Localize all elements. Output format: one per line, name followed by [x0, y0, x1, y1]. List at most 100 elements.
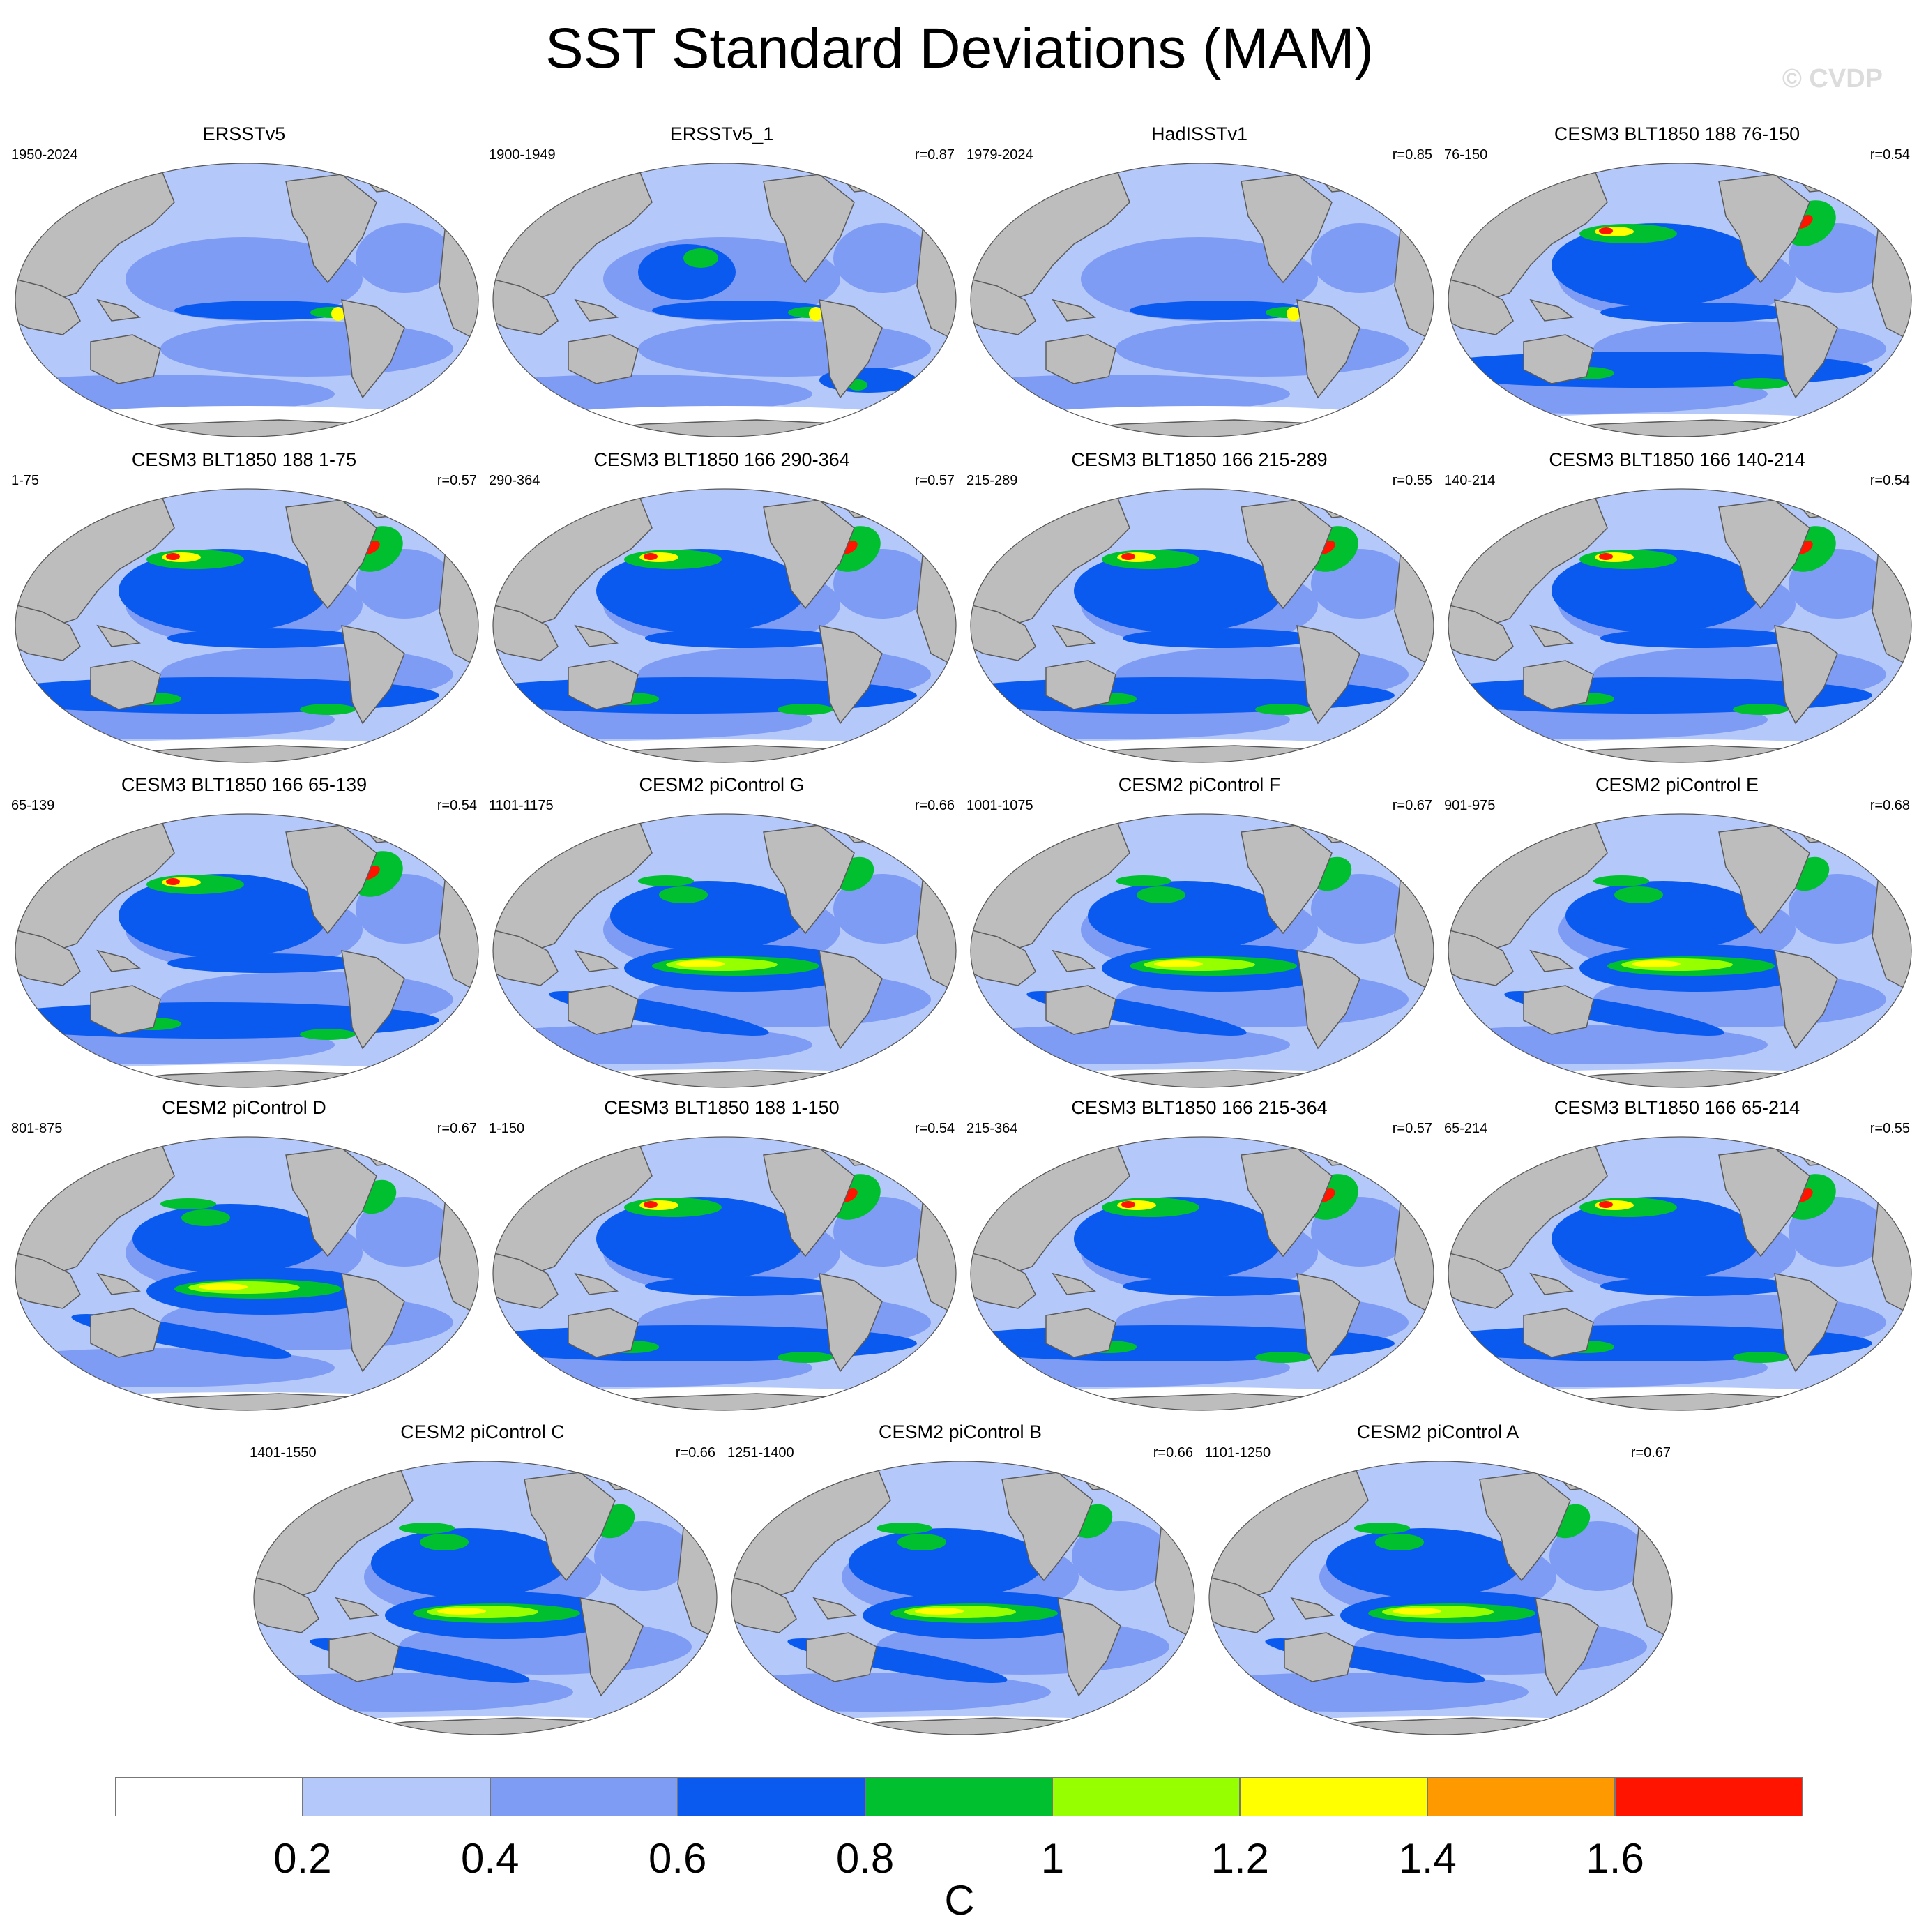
maritime-continent-land — [1052, 299, 1096, 322]
map-panel: HadISSTv1 1979-2024 r=0.85 — [962, 123, 1436, 444]
south-america-land — [341, 625, 405, 725]
sst-map — [15, 488, 479, 763]
australia-land — [1045, 334, 1116, 384]
north-pacific-strong — [596, 549, 805, 633]
sst-map — [492, 163, 957, 437]
peru-coast-peak — [809, 307, 823, 321]
panel-correlation: r=0.66 — [675, 1445, 715, 1461]
colorbar-swatch — [865, 1777, 1053, 1816]
maritime-continent-land — [1052, 949, 1096, 972]
equatorial-pacific-peak — [437, 1608, 486, 1615]
north-america-land — [285, 499, 377, 610]
southern-ocean-peak-b — [1255, 1352, 1311, 1363]
map-panel: CESM3 BLT1850 166 65-139 65-139 r=0.54 — [7, 773, 481, 1094]
australia-land — [1045, 985, 1116, 1035]
south-america-land — [579, 1597, 644, 1697]
equatorial-pacific-tongue — [167, 953, 363, 973]
kuroshio-max — [1599, 227, 1613, 234]
southern-ocean-peak-b — [778, 704, 833, 715]
colorbar-swatch — [490, 1777, 678, 1816]
panel-correlation: r=0.68 — [1869, 798, 1910, 813]
colorbar-tick-label: 1.4 — [1398, 1835, 1457, 1882]
equatorial-pacific-tongue — [1123, 628, 1318, 648]
panel-period: 1-75 — [11, 473, 40, 488]
map-panel: CESM2 piControl C 1401-1550 r=0.66 — [245, 1421, 720, 1742]
kuroshio-max — [166, 553, 180, 560]
sst-map — [970, 813, 1434, 1088]
north-america-land — [763, 1147, 855, 1258]
panel-period: 65-139 — [11, 798, 55, 813]
kuroshio-band — [1593, 875, 1649, 886]
north-pacific-band — [126, 237, 363, 321]
map-panel: ERSSTv5_1 1900-1949 r=0.87 — [485, 123, 959, 444]
panel-correlation: r=0.54 — [437, 798, 477, 813]
panel-period: 1950-2024 — [11, 147, 78, 163]
north-america-land — [763, 174, 855, 284]
panel-period: 901-975 — [1444, 798, 1496, 813]
north-pacific-strong — [1074, 1197, 1283, 1281]
panel-title: CESM2 piControl A — [1356, 1421, 1519, 1442]
equatorial-pacific-peak — [1154, 960, 1203, 967]
north-pacific-peak — [1375, 1534, 1424, 1550]
north-pacific-peak — [420, 1534, 469, 1550]
panel-title: CESM3 BLT1850 188 76-150 — [1554, 123, 1800, 144]
north-pacific-peak — [683, 248, 718, 268]
panel-title: CESM3 BLT1850 188 1-150 — [604, 1097, 840, 1118]
panel-period: 290-364 — [489, 473, 540, 488]
panel-period: 1101-1175 — [489, 798, 554, 813]
equatorial-pacific-peak — [676, 960, 725, 967]
colorbar-swatch — [302, 1777, 490, 1816]
panel-correlation: r=0.55 — [1869, 1121, 1910, 1136]
map-panel: CESM2 piControl A 1101-1250 r=0.67 — [1201, 1421, 1675, 1742]
colorbar-swatch — [1240, 1777, 1428, 1816]
north-pacific-peak — [181, 1209, 230, 1226]
panel-correlation: r=0.67 — [1630, 1445, 1671, 1461]
panel-correlation: r=0.57 — [1392, 1121, 1432, 1136]
southern-ocean-peak-b — [1733, 704, 1789, 715]
colorbar-units: C — [944, 1877, 975, 1924]
panel-period: 801-875 — [11, 1121, 63, 1136]
panel-period: 1101-1250 — [1205, 1445, 1271, 1461]
north-america-land — [1718, 824, 1810, 935]
kuroshio-max — [1599, 553, 1613, 560]
kuroshio-max — [166, 878, 180, 885]
kuroshio-band — [638, 875, 694, 886]
south-america-land — [819, 625, 883, 725]
equatorial-pacific-tongue — [1600, 303, 1796, 322]
north-pacific-strong — [132, 1204, 328, 1274]
maritime-continent-land — [1052, 624, 1096, 647]
southern-ocean-peak-b — [1255, 704, 1311, 715]
north-pacific-strong — [610, 881, 805, 951]
north-atlantic-band — [1789, 874, 1886, 944]
north-pacific-strong — [119, 874, 328, 958]
south-america-land — [1774, 625, 1838, 725]
maritime-continent-land — [1529, 1272, 1574, 1295]
kuroshio-max — [1599, 1201, 1613, 1208]
colorbar-tick-label: 0.4 — [461, 1835, 519, 1882]
map-outline — [492, 163, 957, 437]
south-america-land — [1535, 1597, 1599, 1697]
panel-correlation: r=0.67 — [1392, 798, 1432, 813]
sst-map — [970, 163, 1434, 437]
north-pacific-strong — [849, 1528, 1044, 1598]
panel-title: CESM2 piControl F — [1118, 774, 1281, 795]
kuroshio-band — [160, 1198, 216, 1209]
australia-land — [90, 985, 161, 1035]
maritime-continent-land — [1529, 949, 1574, 972]
panel-period: 76-150 — [1444, 147, 1488, 163]
map-outline — [492, 488, 957, 763]
north-pacific-strong — [1552, 223, 1761, 307]
panel-period: 1251-1400 — [727, 1445, 794, 1461]
north-pacific-band — [1081, 237, 1318, 321]
colorbar-tick-label: 1.2 — [1211, 1835, 1270, 1882]
map-outline — [1208, 1461, 1673, 1735]
panel-correlation: r=0.85 — [1392, 147, 1432, 163]
australia-land — [1523, 660, 1594, 710]
australia-land — [1045, 660, 1116, 710]
map-panel: CESM2 piControl B 1251-1400 r=0.66 — [723, 1421, 1197, 1742]
sst-map — [1448, 1136, 1912, 1411]
sst-map — [970, 488, 1434, 763]
kuroshio-max — [1121, 553, 1135, 560]
panel-title: CESM2 piControl E — [1595, 774, 1759, 795]
panel-title: ERSSTv5 — [202, 123, 286, 144]
